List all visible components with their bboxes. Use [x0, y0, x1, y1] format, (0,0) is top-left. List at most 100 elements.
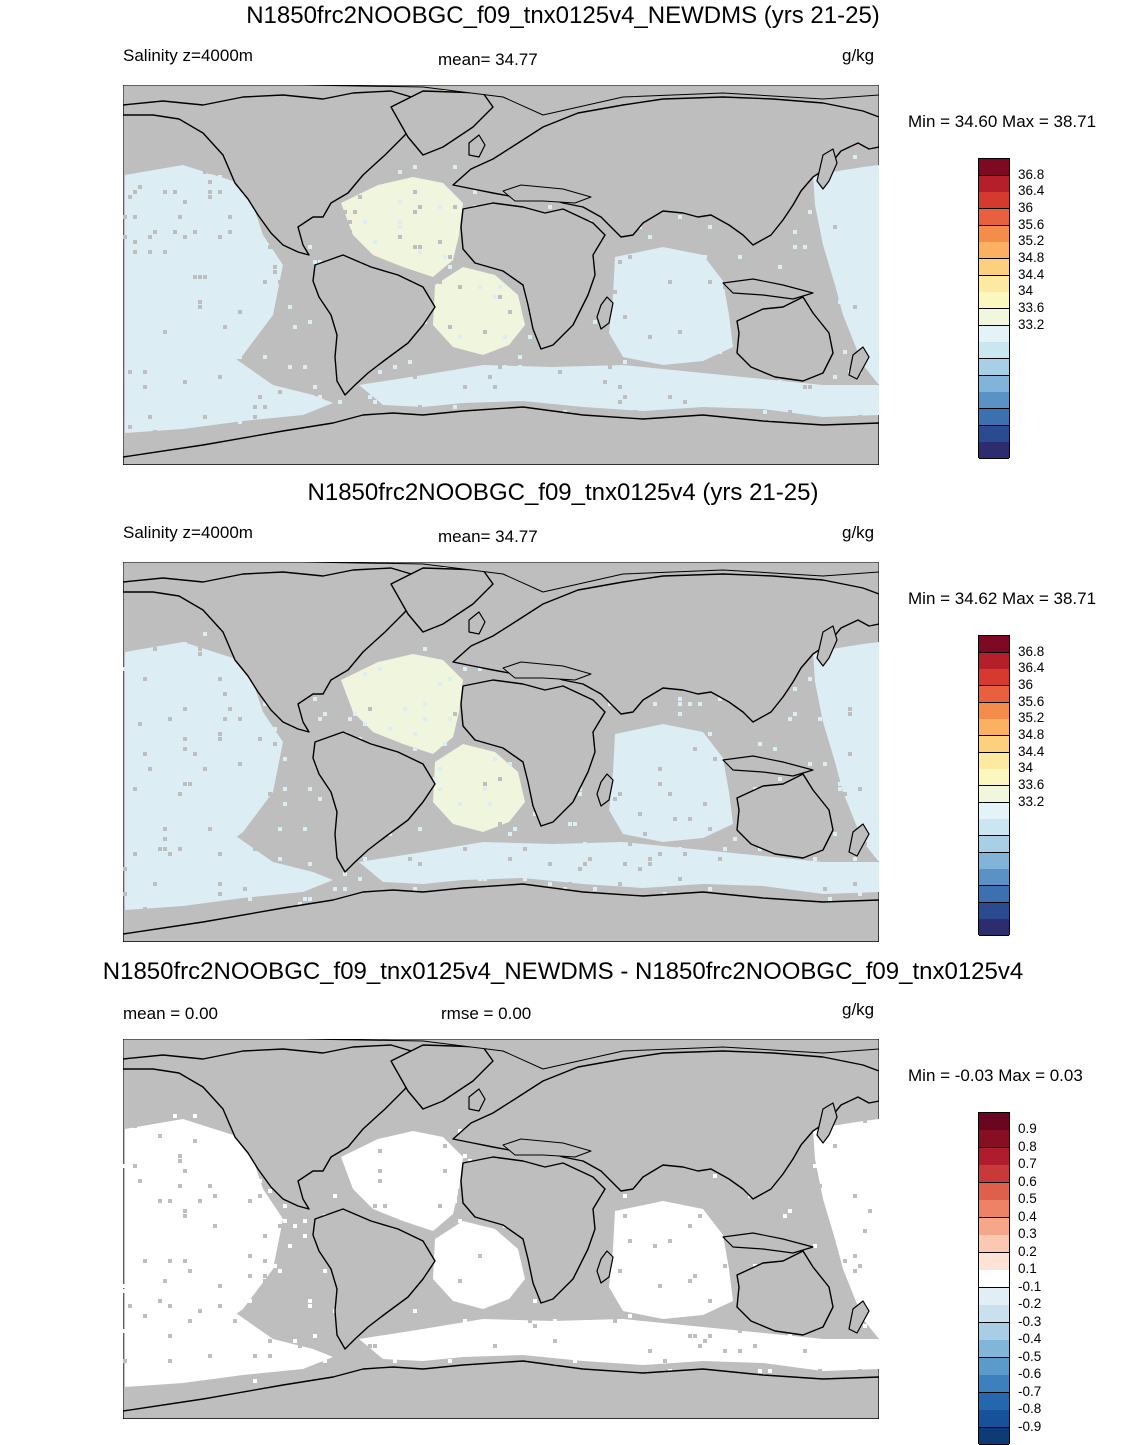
world-map — [122, 1038, 880, 1420]
coastline-new-zealand — [848, 823, 870, 857]
coastline-greenland — [390, 90, 494, 156]
colorbar-tick-label: -0.8 — [1018, 1401, 1042, 1417]
coastline-indonesia — [722, 278, 814, 300]
colorbar-swatch — [979, 275, 1009, 293]
north-pacific-basin — [125, 165, 283, 405]
colorbar-swatch — [979, 359, 1009, 377]
colorbar-swatch — [979, 919, 1009, 937]
salinity-map — [122, 561, 880, 943]
panel-title: N1850frc2NOOBGC_f09_tnx0125v4_NEWDMS - N… — [102, 958, 1024, 985]
plot-panel-difference: N1850frc2NOOBGC_f09_tnx0125v4_NEWDMS - N… — [0, 954, 1126, 1445]
coastline-madagascar — [596, 1250, 614, 1284]
colorbar-tick-label: -0.4 — [1018, 1331, 1042, 1347]
colorbar-tick-label: -0.6 — [1018, 1366, 1042, 1382]
colorbar-tick-label: 36 — [1018, 677, 1034, 692]
coastline-eurasia — [452, 96, 880, 246]
colorbar-swatch — [979, 1252, 1009, 1271]
colorbar-tick-label: 0.6 — [1018, 1173, 1037, 1189]
field-label: Salinity z=4000m — [123, 46, 253, 65]
coastline-south-america — [312, 1208, 436, 1350]
colorbar-swatch — [979, 719, 1009, 737]
coastline-eurasia — [452, 573, 880, 723]
colorbar-swatch — [979, 309, 1009, 327]
colorbar-swatch — [979, 242, 1009, 260]
colorbar-swatch — [979, 259, 1009, 277]
colorbar-tick-label: -0.7 — [1018, 1383, 1042, 1399]
colorbar-swatch — [979, 225, 1009, 243]
coastline-greenland — [390, 567, 494, 633]
colorbar-tick-label: 34.8 — [1018, 727, 1045, 742]
min-max-label: Min = 34.60 Max = 38.71 — [908, 112, 1097, 131]
coastline-south-america — [312, 731, 436, 873]
difference-map — [122, 1038, 880, 1420]
colorbar-swatch — [979, 702, 1009, 720]
panel-title: N1850frc2NOOBGC_f09_tnx0125v4_NEWDMS (yr… — [246, 2, 880, 29]
coastline-japan — [816, 148, 838, 190]
colorbar-swatch — [979, 669, 1009, 687]
colorbar-tick-label: 34.4 — [1018, 266, 1045, 282]
min-max-label: Min = -0.03 Max = 0.03 — [908, 1066, 1083, 1085]
colorbar-swatch — [979, 209, 1009, 227]
coastline-uk — [468, 134, 486, 158]
units-label: g/kg — [842, 1000, 875, 1019]
colorbar-tick-label: 36 — [1018, 200, 1034, 215]
south-pacific-basin — [125, 347, 333, 433]
colorbar-tick-label: 0.3 — [1018, 1226, 1037, 1242]
coastline-greenland — [390, 1044, 494, 1110]
coastline-mediterranean — [502, 1138, 592, 1158]
colorbar-swatches — [978, 158, 1010, 460]
colorbar-tick-label: 34.8 — [1018, 250, 1045, 265]
colorbar-swatch — [979, 1147, 1009, 1166]
colorbar-tick-label: -0.5 — [1018, 1348, 1042, 1364]
mean-label: mean= 34.77 — [438, 50, 538, 69]
colorbar-tick-label: 0.1 — [1018, 1261, 1037, 1277]
colorbar-swatch — [979, 636, 1009, 654]
colorbar-swatch — [979, 819, 1009, 837]
colorbar-swatch — [979, 1270, 1009, 1289]
mean-label: mean = 0.00 — [123, 1004, 218, 1023]
colorbar-swatch — [979, 409, 1009, 427]
mean-label: mean= 34.77 — [438, 527, 538, 546]
colorbar-tick-label: -0.1 — [1018, 1278, 1042, 1294]
colorbar-swatch — [979, 342, 1009, 360]
colorbar-swatch — [979, 1130, 1009, 1149]
coastline-new-zealand — [848, 1300, 870, 1334]
indian-ocean-basin — [609, 247, 733, 365]
colorbar-tick-label: 34 — [1018, 283, 1034, 299]
rmse-label: rmse = 0.00 — [441, 1004, 532, 1023]
colorbar-swatch — [979, 442, 1009, 460]
colorbar-swatch — [979, 1357, 1009, 1376]
colorbar-tick-label: 35.2 — [1018, 233, 1045, 249]
colorbar-swatch — [979, 1182, 1009, 1201]
colorbar-swatch — [979, 836, 1009, 854]
colorbar-tick-label: 34 — [1018, 760, 1034, 776]
coastline-eurasia — [452, 1050, 880, 1200]
coastline-north-america — [122, 1044, 419, 1210]
coastline-australia — [736, 773, 834, 859]
colorbar-swatch — [979, 1427, 1009, 1445]
colorbar-tick-label: 35.6 — [1018, 216, 1045, 232]
colorbar-swatch — [979, 392, 1009, 410]
colorbar-swatch — [979, 192, 1009, 210]
colorbar-swatch — [979, 159, 1009, 177]
colorbar-swatch — [979, 652, 1009, 670]
world-map — [122, 561, 880, 943]
colorbar-swatch — [979, 1165, 1009, 1184]
colorbar-swatch — [979, 869, 1009, 887]
colorbar-tick-label: 36.4 — [1018, 183, 1045, 199]
coastline-north-america — [122, 567, 419, 733]
plot-panel-2: N1850frc2NOOBGC_f09_tnx0125v4 (yrs 21-25… — [0, 477, 1126, 955]
colorbar-tick-label: -0.3 — [1018, 1313, 1042, 1329]
north-atlantic-basin — [341, 1131, 463, 1231]
north-atlantic-basin — [341, 654, 463, 754]
coastline-indonesia — [722, 1232, 814, 1254]
colorbar-tick-label: 34.4 — [1018, 743, 1045, 759]
colorbar-tick-label: 35.2 — [1018, 710, 1045, 726]
southern-ocean-basin — [359, 1319, 879, 1371]
colorbar-tick-label: 0.8 — [1018, 1138, 1037, 1154]
min-max-label: Min = 34.62 Max = 38.71 — [908, 589, 1097, 608]
colorbar-swatch — [979, 1235, 1009, 1254]
colorbar-tick-label: 33.6 — [1018, 300, 1045, 315]
colorbar-tick-label: 33.2 — [1018, 793, 1045, 809]
colorbar-tick-label: 33.2 — [1018, 316, 1045, 332]
